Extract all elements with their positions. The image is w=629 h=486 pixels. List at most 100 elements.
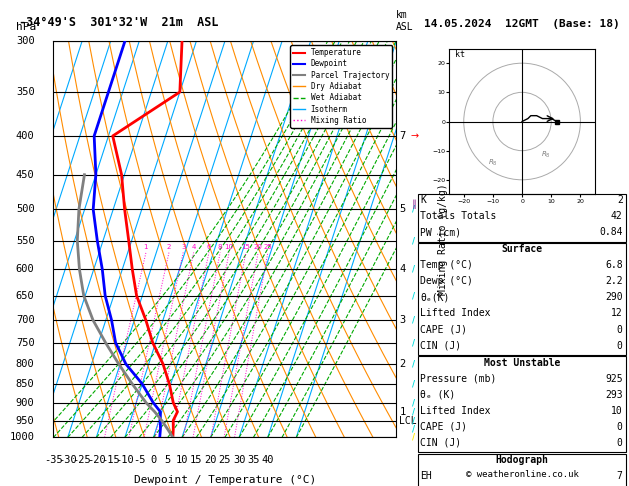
Text: 25: 25 [219, 455, 231, 465]
Text: 2: 2 [399, 359, 406, 369]
Text: /: / [413, 398, 415, 407]
Text: 10: 10 [225, 244, 233, 250]
Text: 15: 15 [190, 455, 203, 465]
Text: 7: 7 [617, 471, 623, 481]
Text: 8: 8 [218, 244, 223, 250]
Text: CAPE (J): CAPE (J) [420, 325, 467, 334]
Text: 35: 35 [247, 455, 260, 465]
Text: 850: 850 [16, 379, 35, 389]
Text: 5: 5 [399, 205, 406, 214]
Text: 10: 10 [175, 455, 188, 465]
Text: -30: -30 [58, 455, 77, 465]
Text: 300: 300 [16, 36, 35, 46]
Text: 42: 42 [611, 211, 623, 221]
Text: 2: 2 [167, 244, 171, 250]
Text: 750: 750 [16, 338, 35, 348]
Text: 700: 700 [16, 315, 35, 325]
Text: 3: 3 [181, 244, 186, 250]
Text: 925: 925 [605, 374, 623, 383]
Text: 0: 0 [617, 341, 623, 350]
Text: 0: 0 [617, 422, 623, 432]
Text: -10: -10 [116, 455, 134, 465]
Text: -15: -15 [101, 455, 120, 465]
Text: 0.84: 0.84 [599, 227, 623, 237]
Text: /: / [413, 416, 415, 425]
Text: θₑ (K): θₑ (K) [420, 390, 455, 399]
Text: 7: 7 [399, 131, 406, 141]
Text: 4: 4 [399, 264, 406, 274]
Text: 500: 500 [16, 205, 35, 214]
Text: Dewp (°C): Dewp (°C) [420, 277, 473, 286]
Text: CIN (J): CIN (J) [420, 341, 461, 350]
Text: 20: 20 [253, 244, 262, 250]
Text: 650: 650 [16, 291, 35, 301]
Text: Surface: Surface [501, 244, 543, 254]
Text: /: / [413, 433, 415, 442]
Text: CAPE (J): CAPE (J) [420, 422, 467, 432]
Text: Lifted Index: Lifted Index [420, 406, 491, 416]
Text: /: / [413, 425, 415, 434]
Text: kt: kt [455, 51, 465, 59]
Text: 800: 800 [16, 359, 35, 369]
Text: hPa: hPa [16, 21, 36, 32]
Text: ║: ║ [411, 200, 416, 209]
Text: 6: 6 [207, 244, 211, 250]
Text: $R_8$: $R_8$ [540, 150, 550, 160]
Text: K: K [420, 195, 426, 205]
Text: 14.05.2024  12GMT  (Base: 18): 14.05.2024 12GMT (Base: 18) [424, 19, 620, 29]
Text: 450: 450 [16, 170, 35, 180]
Text: 350: 350 [16, 87, 35, 97]
Text: /: / [413, 380, 415, 388]
Text: 1000: 1000 [9, 433, 35, 442]
Text: 950: 950 [16, 416, 35, 426]
Text: 3: 3 [399, 315, 406, 325]
Text: 40: 40 [262, 455, 274, 465]
Legend: Temperature, Dewpoint, Parcel Trajectory, Dry Adiabat, Wet Adiabat, Isotherm, Mi: Temperature, Dewpoint, Parcel Trajectory… [290, 45, 392, 128]
Text: /: / [413, 315, 415, 325]
Text: LCL: LCL [399, 416, 417, 426]
Text: 0: 0 [150, 455, 157, 465]
Text: θₑ(K): θₑ(K) [420, 293, 450, 302]
Text: /: / [413, 265, 415, 274]
Text: 10: 10 [611, 406, 623, 416]
Text: -25: -25 [73, 455, 91, 465]
Text: Totals Totals: Totals Totals [420, 211, 496, 221]
Text: Lifted Index: Lifted Index [420, 309, 491, 318]
Text: 4: 4 [191, 244, 196, 250]
Text: -34°49'S  301°32'W  21m  ASL: -34°49'S 301°32'W 21m ASL [19, 16, 218, 29]
Text: -20: -20 [87, 455, 106, 465]
Text: 30: 30 [233, 455, 245, 465]
Text: 0: 0 [617, 325, 623, 334]
Text: 550: 550 [16, 236, 35, 246]
Text: /: / [413, 205, 415, 214]
Text: 6.8: 6.8 [605, 260, 623, 270]
Text: km
ASL: km ASL [396, 10, 414, 32]
Text: 5: 5 [165, 455, 171, 465]
Text: Most Unstable: Most Unstable [484, 358, 560, 367]
Text: $R_8$: $R_8$ [488, 158, 498, 169]
Text: PW (cm): PW (cm) [420, 227, 461, 237]
Text: 12: 12 [611, 309, 623, 318]
Text: 2: 2 [617, 195, 623, 205]
Text: EH: EH [420, 471, 432, 481]
Text: /: / [413, 360, 415, 368]
Text: 0: 0 [617, 438, 623, 448]
Text: 900: 900 [16, 398, 35, 408]
Text: Hodograph: Hodograph [496, 455, 548, 465]
Text: /: / [413, 291, 415, 300]
Text: /: / [413, 407, 415, 416]
Text: 1: 1 [143, 244, 148, 250]
Text: © weatheronline.co.uk: © weatheronline.co.uk [465, 469, 579, 479]
Text: /: / [413, 236, 415, 245]
Text: 290: 290 [605, 293, 623, 302]
Text: -5: -5 [133, 455, 145, 465]
Text: -35: -35 [44, 455, 63, 465]
Text: Temp (°C): Temp (°C) [420, 260, 473, 270]
Text: Mixing Ratio (g/kg): Mixing Ratio (g/kg) [438, 184, 448, 295]
Text: 600: 600 [16, 264, 35, 274]
Text: 1: 1 [399, 407, 406, 417]
Text: →: → [411, 131, 419, 141]
Text: Pressure (mb): Pressure (mb) [420, 374, 496, 383]
Text: CIN (J): CIN (J) [420, 438, 461, 448]
Text: 15: 15 [242, 244, 250, 250]
